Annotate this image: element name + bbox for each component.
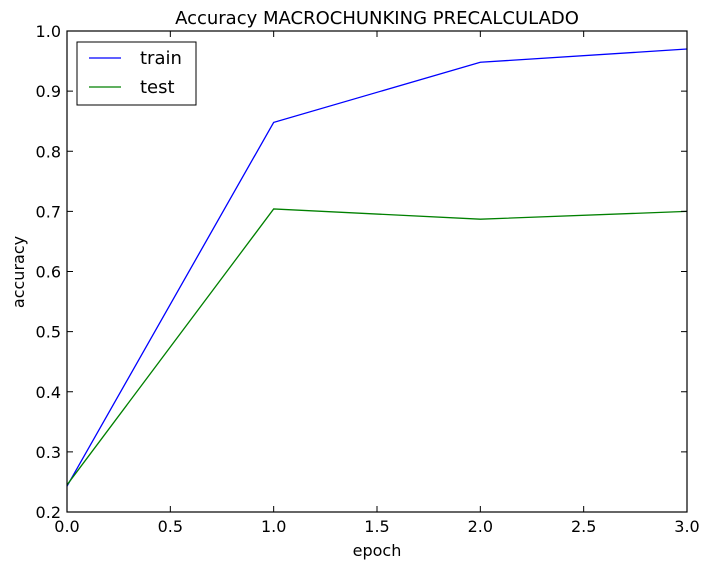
x-tick-label: 0.0 [54,517,79,536]
legend-label-test: test [140,77,175,98]
y-tick-label: 0.4 [36,383,61,402]
series-layer [66,48,688,487]
legend-label-train: train [140,48,182,69]
y-tick-label: 1.0 [36,22,61,41]
x-axis-ticks: 0.0 0.5 1.0 1.5 2.0 2.5 3.0 [54,31,700,536]
x-tick-label: 3.0 [674,517,699,536]
y-tick-label: 0.7 [36,202,61,221]
x-tick-label: 1.0 [261,517,286,536]
y-tick-label: 0.8 [36,142,61,161]
y-tick-label: 0.3 [36,443,61,462]
y-tick-label: 0.5 [36,323,61,342]
series-line-test [66,208,688,486]
x-tick-label: 2.0 [468,517,493,536]
x-tick-label: 2.5 [571,517,596,536]
x-tick-label: 1.5 [364,517,389,536]
legend-box [76,41,197,106]
x-axis-label: epoch [353,541,402,560]
x-tick-label: 0.5 [158,517,183,536]
chart-title: Accuracy MACROCHUNKING PRECALCULADO [175,8,579,29]
y-tick-label: 0.2 [36,503,61,522]
series-line-train [66,48,688,487]
y-tick-label: 0.6 [36,263,61,282]
y-axis-label: accuracy [9,236,28,308]
y-axis-ticks: 0.2 0.3 0.4 0.5 0.6 0.7 0.8 0.9 1.0 [36,22,687,522]
legend: train test [76,41,197,106]
y-tick-label: 0.9 [36,82,61,101]
